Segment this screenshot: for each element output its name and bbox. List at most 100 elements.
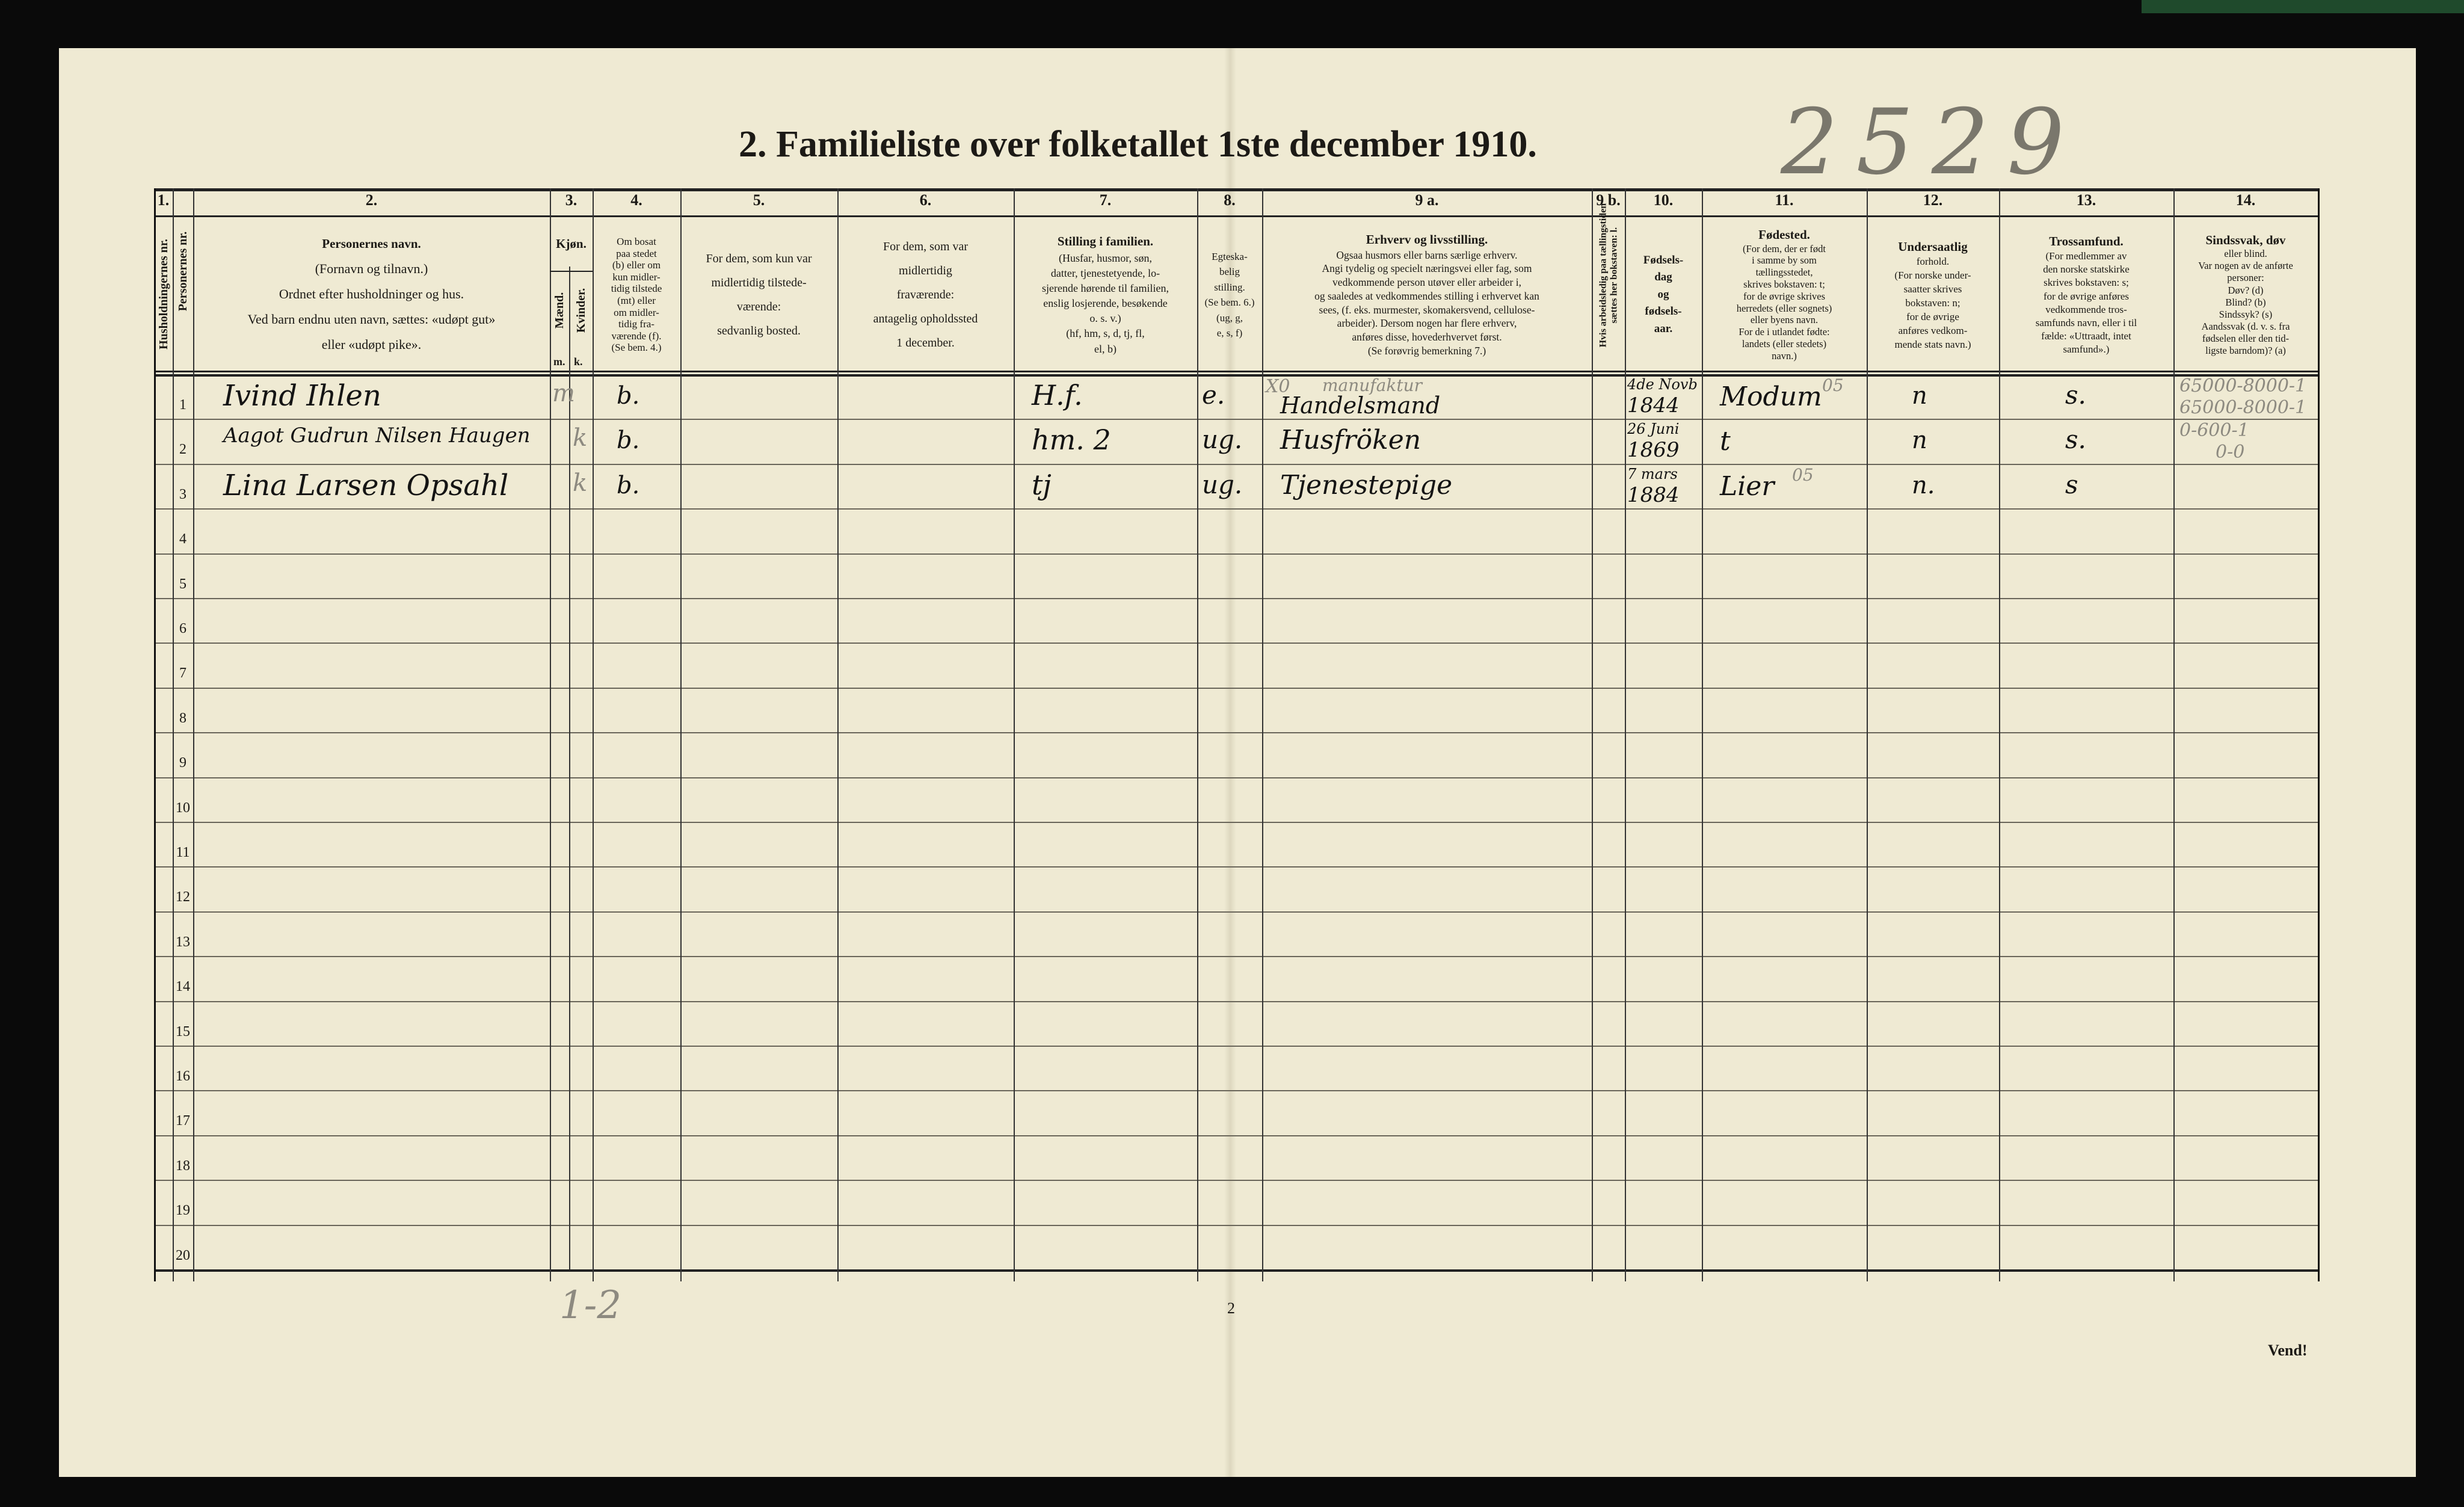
header-line: paa stedet bbox=[616, 247, 657, 259]
header-line: Blind? (b) bbox=[2225, 296, 2266, 308]
header-line: eller «udøpt pike». bbox=[321, 336, 422, 352]
header-line: Personernes navn. bbox=[322, 236, 421, 251]
entry-disability: 65000-8000-1 bbox=[2179, 375, 2307, 396]
header-line: sjerende hørende til familien, bbox=[1042, 282, 1169, 294]
row-number: 1 bbox=[179, 397, 186, 413]
header-line: Trossamfund. bbox=[2049, 233, 2124, 248]
header-line: Undersaatlig bbox=[1898, 239, 1968, 254]
table-top-rule bbox=[154, 188, 2318, 191]
header-line: Sindssyk? (s) bbox=[2219, 308, 2273, 320]
header-line: og bbox=[1657, 288, 1669, 301]
entry-religion: s. bbox=[2065, 425, 2086, 455]
header-line: Fødsels- bbox=[1643, 253, 1684, 267]
header-line: sees, (f. eks. murmester, skomakersvend,… bbox=[1319, 303, 1535, 316]
column-rule bbox=[1625, 188, 1626, 1281]
header-line: dag bbox=[1654, 271, 1672, 284]
entry-family-position: H.f. bbox=[1032, 379, 1083, 411]
header-bottom-rule bbox=[154, 371, 2318, 372]
row-number: 9 bbox=[179, 755, 186, 771]
header-line: For dem, som kun var bbox=[706, 252, 812, 265]
header-line: (hf, hm, s, d, tj, fl, bbox=[1066, 327, 1145, 340]
entry-sex: k bbox=[573, 424, 588, 452]
header-line: Fødested. bbox=[1758, 227, 1810, 242]
row-number: 3 bbox=[179, 486, 186, 502]
column-number: 4. bbox=[630, 191, 642, 209]
header-line: (Husfar, husmor, søn, bbox=[1058, 251, 1153, 264]
row-rule bbox=[154, 1269, 2318, 1272]
header-line: (Fornavn og tilnavn.) bbox=[315, 261, 428, 277]
column-number: 5. bbox=[753, 191, 765, 209]
header-line: (For medlemmer av bbox=[2045, 250, 2127, 262]
header-line: (mt) eller bbox=[617, 295, 656, 306]
column-number: 9 a. bbox=[1415, 191, 1439, 209]
entry-birthplace: t bbox=[1720, 426, 1731, 457]
header-occupation: Erhverv og livsstilling. Ogsaa husmors el… bbox=[1262, 220, 1592, 370]
header-line: samfund».) bbox=[2063, 343, 2110, 355]
header-temp-absent: For dem, som var midlertidig fraværende: an… bbox=[837, 220, 1014, 370]
entry-sex: m bbox=[552, 380, 575, 407]
header-line: datter, tjenestetyende, lo- bbox=[1050, 267, 1160, 279]
column-rule bbox=[1592, 188, 1593, 1281]
page-number: 2 bbox=[1227, 1299, 1235, 1317]
column-rule bbox=[1702, 188, 1703, 1281]
header-family-position: Stilling i familien. (Husfar, husmor, søn… bbox=[1014, 220, 1197, 370]
header-line: o. s. v.) bbox=[1089, 312, 1121, 325]
row-rule bbox=[154, 463, 2318, 465]
row-rule bbox=[154, 911, 2318, 913]
header-line: el, b) bbox=[1094, 342, 1116, 355]
entry-name: Aagot Gudrun Nilsen Haugen bbox=[223, 424, 531, 448]
header-line: personer: bbox=[2227, 272, 2264, 284]
header-line: samfunds navn, eller i til bbox=[2035, 316, 2137, 328]
entry-marital: e. bbox=[1202, 380, 1225, 410]
row-rule bbox=[154, 822, 2318, 823]
header-line: tidig tilstede bbox=[611, 283, 662, 295]
column-rule bbox=[1014, 188, 1015, 1281]
row-rule bbox=[154, 419, 2318, 421]
column-number: 10. bbox=[1653, 191, 1674, 209]
row-number: 6 bbox=[179, 621, 186, 636]
header-religion: Trossamfund. (For medlemmer av den norske … bbox=[1999, 220, 2173, 370]
header-person-number: Personernes nr. bbox=[176, 231, 189, 312]
header-line: for de øvrige anføres bbox=[2043, 290, 2130, 302]
header-line: værende (f). bbox=[611, 330, 662, 342]
header-line: (For dem, der er født bbox=[1743, 242, 1826, 254]
entry-citizenship: n. bbox=[1912, 471, 1935, 499]
header-line: tællingsstedet, bbox=[1755, 267, 1813, 279]
header-line: ligste barndom)? (a) bbox=[2205, 345, 2286, 357]
header-line: vedkommende person utøver eller arbeider… bbox=[1332, 276, 1521, 289]
column-rule bbox=[837, 188, 839, 1281]
entry-birth-day: 26 Juni bbox=[1627, 421, 1680, 438]
header-line: for de øvrige skrives bbox=[1743, 290, 1826, 302]
header-m: m. bbox=[553, 356, 565, 368]
row-rule bbox=[154, 956, 2318, 958]
entry-birthplace: Lier bbox=[1720, 470, 1775, 502]
entry-name: Ivind Ihlen bbox=[223, 379, 381, 413]
entry-birth-day: 7 mars bbox=[1627, 465, 1678, 482]
tally-note: 1-2 bbox=[559, 1283, 622, 1328]
entry-disability-2: 65000-8000-1 bbox=[2179, 397, 2307, 418]
header-line: anføres vedkom- bbox=[1898, 324, 1968, 336]
header-line: herredets (eller sognets) bbox=[1736, 302, 1832, 314]
page-fold bbox=[1224, 48, 1236, 1477]
header-birthplace: Fødested. (For dem, der er født i samme by… bbox=[1702, 220, 1867, 370]
entry-occupation: Handelsmand bbox=[1280, 392, 1441, 419]
entry-occupation-mark: X0 bbox=[1266, 376, 1290, 397]
row-number: 10 bbox=[176, 800, 190, 816]
header-line: skrives bokstaven: t; bbox=[1743, 279, 1825, 290]
header-line: saatter skrives bbox=[1903, 283, 1962, 295]
row-number: 12 bbox=[176, 889, 190, 905]
entry-residence: b. bbox=[617, 382, 640, 410]
header-bottom-rule bbox=[154, 374, 2318, 377]
row-rule bbox=[154, 687, 2318, 689]
row-rule bbox=[154, 777, 2318, 778]
row-number: 15 bbox=[176, 1023, 190, 1040]
entry-birthplace: Modum bbox=[1720, 381, 1822, 412]
column-rule bbox=[680, 188, 682, 1281]
header-line: Egteska- bbox=[1212, 250, 1248, 262]
row-number: 2 bbox=[179, 442, 186, 458]
row-rule bbox=[154, 1046, 2318, 1047]
column-number: 11. bbox=[1775, 191, 1794, 209]
header-line: (ug, g, bbox=[1216, 312, 1243, 324]
header-male: Mænd. bbox=[553, 292, 566, 329]
row-rule bbox=[154, 866, 2318, 868]
